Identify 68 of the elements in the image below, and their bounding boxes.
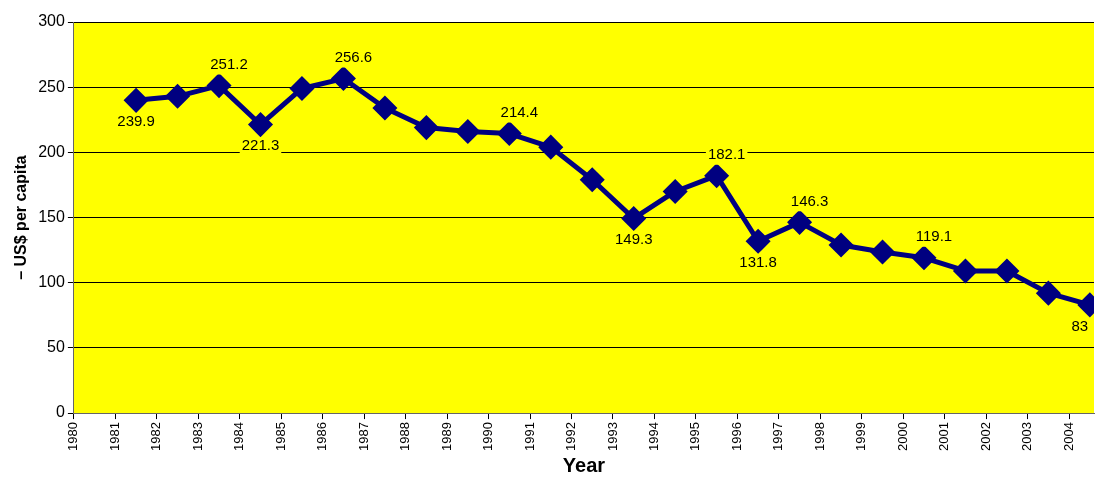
data-label: 83 <box>1071 316 1089 334</box>
x-tick-label: 2000 <box>894 422 910 451</box>
x-tick-label: 1996 <box>728 422 744 451</box>
point <box>331 67 355 91</box>
x-tick-label: 1991 <box>521 422 537 451</box>
point <box>249 113 272 137</box>
x-tick-label: 1998 <box>811 422 827 451</box>
x-tick-label: 1999 <box>853 422 869 451</box>
y-axis-title: – US$ per capita <box>12 155 30 280</box>
point <box>663 179 687 203</box>
point <box>871 240 895 264</box>
data-label: 251.2 <box>210 55 248 73</box>
point <box>580 168 604 192</box>
point <box>456 120 480 143</box>
point <box>622 206 646 230</box>
data-label: 239.9 <box>117 111 155 129</box>
point <box>995 259 1019 283</box>
data-label: 131.8 <box>739 252 777 270</box>
data-label: 214.4 <box>500 103 539 121</box>
data-label: 182.1 <box>707 145 746 163</box>
point <box>1036 281 1060 305</box>
point <box>373 96 397 120</box>
x-tick-label: 1987 <box>355 422 371 451</box>
x-tick-label: 1982 <box>148 422 164 451</box>
x-tick-label: 1984 <box>231 422 247 451</box>
x-tick-label: 1988 <box>397 422 413 451</box>
y-tick-label: 200 <box>38 142 65 160</box>
x-tick-label: 1990 <box>480 422 496 451</box>
data-label: 256.6 <box>334 48 373 66</box>
x-tick-label: 2002 <box>977 422 993 451</box>
x-tick-label: 1997 <box>770 422 786 451</box>
point <box>788 210 812 234</box>
x-tick-label: 1981 <box>106 422 122 451</box>
x-tick-label: 1985 <box>272 422 288 451</box>
point <box>829 233 853 257</box>
point <box>414 116 438 140</box>
point <box>746 229 770 253</box>
point <box>290 76 314 100</box>
y-tick-label: 300 <box>38 12 65 30</box>
x-tick-label: 2001 <box>936 422 952 451</box>
x-tick-label: 1989 <box>438 422 454 451</box>
data-label: 221.3 <box>241 136 280 154</box>
data-label: 119.1 <box>915 227 953 245</box>
x-tick-label: 1994 <box>646 422 662 451</box>
x-tick-label: 1983 <box>189 422 205 451</box>
y-tick-label: 100 <box>38 273 65 291</box>
point <box>207 74 231 98</box>
x-tick-label: 2004 <box>1060 422 1076 451</box>
y-tick-label: 250 <box>38 77 65 95</box>
point <box>705 164 729 188</box>
x-tick-label: 2003 <box>1019 422 1035 451</box>
point <box>166 84 190 108</box>
x-tick-label: 1995 <box>687 422 703 451</box>
point <box>953 259 977 283</box>
x-tick-label: 1980 <box>65 422 81 451</box>
y-tick-label: 150 <box>38 207 65 225</box>
y-tick-label: 50 <box>47 338 65 356</box>
point <box>124 88 148 112</box>
x-axis-title: Year <box>562 453 606 476</box>
point <box>539 135 563 159</box>
x-tick-label: 1992 <box>563 422 579 451</box>
point <box>497 122 521 146</box>
data-label: 146.3 <box>790 192 829 209</box>
data-label: 149.3 <box>614 230 653 248</box>
x-tick-label: 1993 <box>604 422 620 451</box>
x-tick-label: 1986 <box>314 422 330 451</box>
y-tick-label: 0 <box>55 403 65 421</box>
point <box>912 246 936 270</box>
